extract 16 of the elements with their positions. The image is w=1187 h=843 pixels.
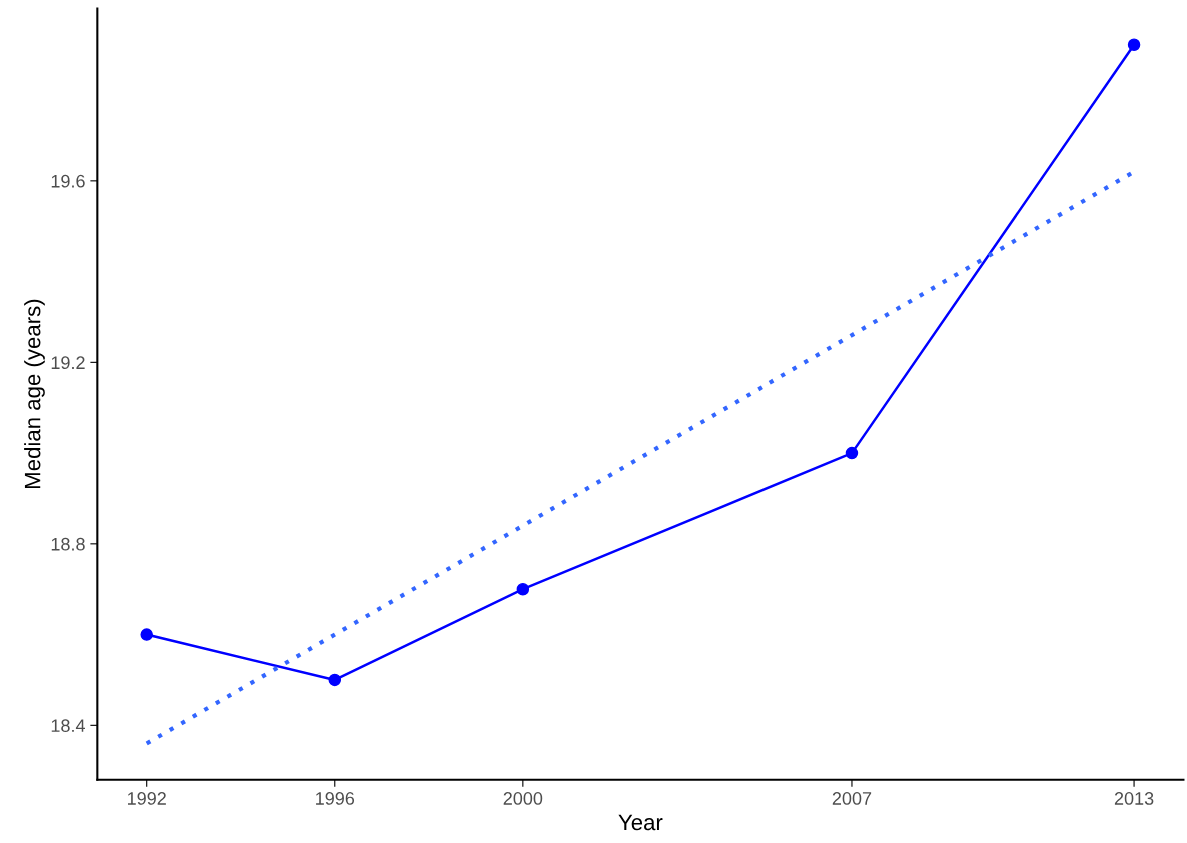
x-tick-label: 2000 xyxy=(503,792,543,805)
x-axis-title: Year xyxy=(618,814,663,831)
y-tick-label: 19.6 xyxy=(51,174,85,188)
y-tick-label: 18.4 xyxy=(51,719,85,733)
point xyxy=(516,582,530,596)
point xyxy=(328,673,342,687)
y-axis-title: Median age (years) xyxy=(24,299,45,488)
x-tick-label: 2007 xyxy=(832,792,872,805)
point xyxy=(845,446,859,460)
x-tick-label: 2013 xyxy=(1114,792,1154,805)
y-tick-label: 18.8 xyxy=(51,537,85,551)
point xyxy=(1127,38,1141,51)
y-tick-label: 19.2 xyxy=(51,356,85,370)
point xyxy=(140,628,153,641)
x-tick-label: 1996 xyxy=(316,792,355,805)
x-tick-label: 1992 xyxy=(128,792,166,805)
